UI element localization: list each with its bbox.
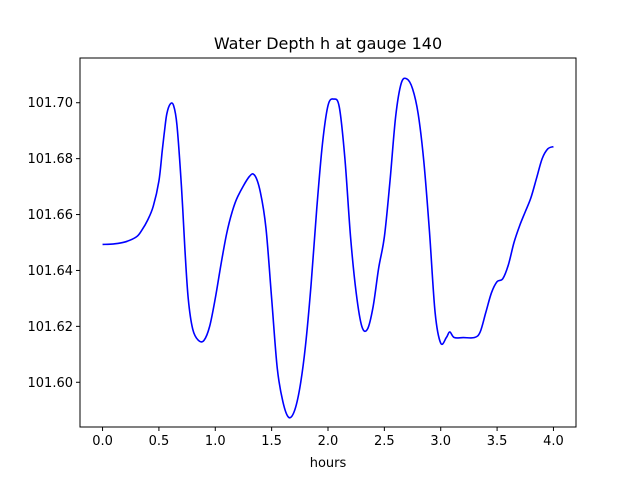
x-tick-label: 3.5 — [487, 434, 508, 449]
y-tick-label: 101.64 — [28, 264, 74, 279]
y-tick-label: 101.66 — [28, 208, 74, 223]
x-tick-label: 2.5 — [374, 434, 395, 449]
y-axis: 101.60 101.62 101.64 101.66 101.68 101.70 — [28, 96, 80, 391]
x-axis-label: hours — [310, 456, 347, 471]
x-tick-label: 1.5 — [261, 434, 282, 449]
y-tick-label: 101.62 — [28, 320, 74, 335]
chart-title: Water Depth h at gauge 140 — [214, 34, 442, 53]
x-tick-label: 1.0 — [205, 434, 226, 449]
x-tick-label: 4.0 — [543, 434, 564, 449]
x-tick-label: 3.0 — [430, 434, 451, 449]
series-line — [102, 77, 554, 419]
y-tick-label: 101.68 — [28, 152, 74, 167]
x-tick-label: 0.5 — [149, 434, 170, 449]
x-tick-label: 2.0 — [318, 434, 339, 449]
y-tick-label: 101.70 — [28, 96, 74, 111]
y-tick-label: 101.60 — [28, 376, 74, 391]
x-axis: 0.0 0.5 1.0 1.5 2.0 2.5 3.0 3.5 4.0 — [92, 427, 564, 449]
plot-frame — [79, 57, 577, 428]
line-layer — [102, 77, 554, 419]
x-tick-label: 0.0 — [92, 434, 113, 449]
